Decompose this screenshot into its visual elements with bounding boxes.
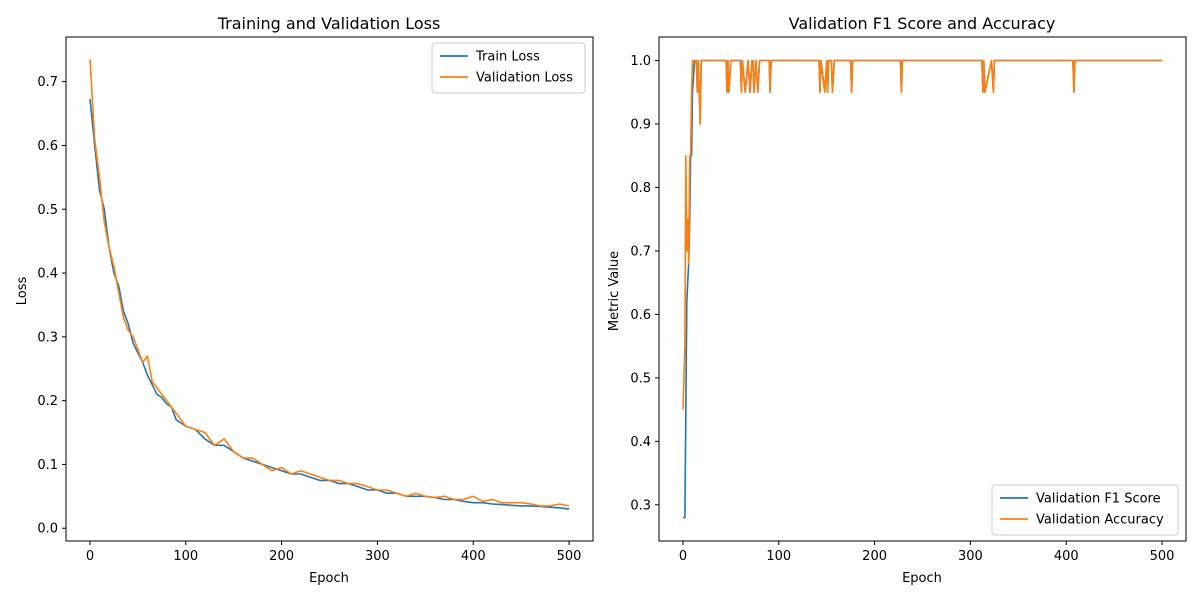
metric-y-tick-label: 0.3: [630, 498, 651, 513]
metric-y-tick-label: 0.5: [630, 371, 651, 386]
metric-legend-box: [991, 484, 1179, 536]
loss-series-2-line: [89, 59, 570, 507]
metric-chart: Validation F1 Score and Accuracy Epoch M…: [607, 14, 1187, 586]
loss-axes-frame: [65, 36, 594, 542]
metric-chart-title: Validation F1 Score and Accuracy: [789, 14, 1056, 33]
metric-y-tick-label: 0.8: [630, 181, 651, 196]
loss-legend-label-1: Train Loss: [475, 50, 540, 65]
loss-y-tick-label: 0.0: [37, 522, 58, 537]
metric-legend: Validation F1 Score Validation Accuracy: [991, 484, 1179, 536]
loss-x-tick-label: 300: [365, 549, 390, 564]
loss-y-tick-label: 0.2: [37, 394, 58, 409]
metric-axes-frame: [658, 36, 1187, 542]
metric-x-tick-label: 400: [1054, 549, 1079, 564]
metric-plot-area: 0 100 200 300 400 500 0.3 0.4 0.5 0.6 0.7 0.8 0.9 1.0: [630, 36, 1187, 564]
metric-chart-xlabel: Epoch: [902, 571, 942, 586]
metric-series-2-line: [682, 59, 1162, 410]
loss-y-tick-label: 0.3: [37, 330, 58, 345]
loss-y-tick-label: 0.4: [37, 267, 58, 282]
loss-y-tick-label: 0.6: [37, 139, 58, 154]
metric-y-tick-label: 1.0: [630, 54, 651, 69]
loss-chart-title: Training and Validation Loss: [217, 14, 441, 33]
loss-chart-xlabel: Epoch: [309, 571, 349, 586]
loss-x-tick-label: 400: [461, 549, 486, 564]
loss-x-tick-label: 100: [173, 549, 198, 564]
loss-y-tick-label: 0.5: [37, 203, 58, 218]
metric-x-tick-label: 100: [766, 549, 791, 564]
metric-legend-label-2: Validation Accuracy: [1036, 513, 1164, 528]
loss-x-tick-label: 200: [269, 549, 294, 564]
metric-x-tick-label: 200: [862, 549, 887, 564]
loss-legend: Train Loss Validation Loss: [431, 42, 586, 94]
metric-y-tick-label: 0.9: [630, 117, 651, 132]
loss-plot-area: 0 100 200 300 400 500 0.0 0.1 0.2 0.3 0.4 0.5 0.6 0.7: [37, 36, 594, 564]
loss-x-tick-label: 0: [86, 549, 94, 564]
loss-x-tick-label: 500: [557, 549, 582, 564]
metric-legend-label-1: Validation F1 Score: [1036, 492, 1161, 507]
loss-chart: Training and Validation Loss Epoch Loss …: [15, 14, 594, 586]
metric-x-tick-label: 0: [679, 549, 687, 564]
loss-y-tick-label: 0.1: [37, 458, 58, 473]
metric-y-tick-label: 0.7: [630, 244, 651, 259]
metric-y-tick-label: 0.4: [630, 435, 651, 450]
loss-series-1-line: [89, 98, 570, 510]
metric-chart-ylabel: Metric Value: [607, 251, 622, 331]
metric-y-tick-label: 0.6: [630, 308, 651, 323]
loss-legend-box: [431, 42, 586, 94]
loss-y-tick-label: 0.7: [37, 75, 58, 90]
metric-x-tick-label: 500: [1150, 549, 1175, 564]
loss-chart-ylabel: Loss: [15, 277, 30, 306]
loss-legend-label-2: Validation Loss: [476, 71, 573, 86]
metric-x-tick-label: 300: [958, 549, 983, 564]
